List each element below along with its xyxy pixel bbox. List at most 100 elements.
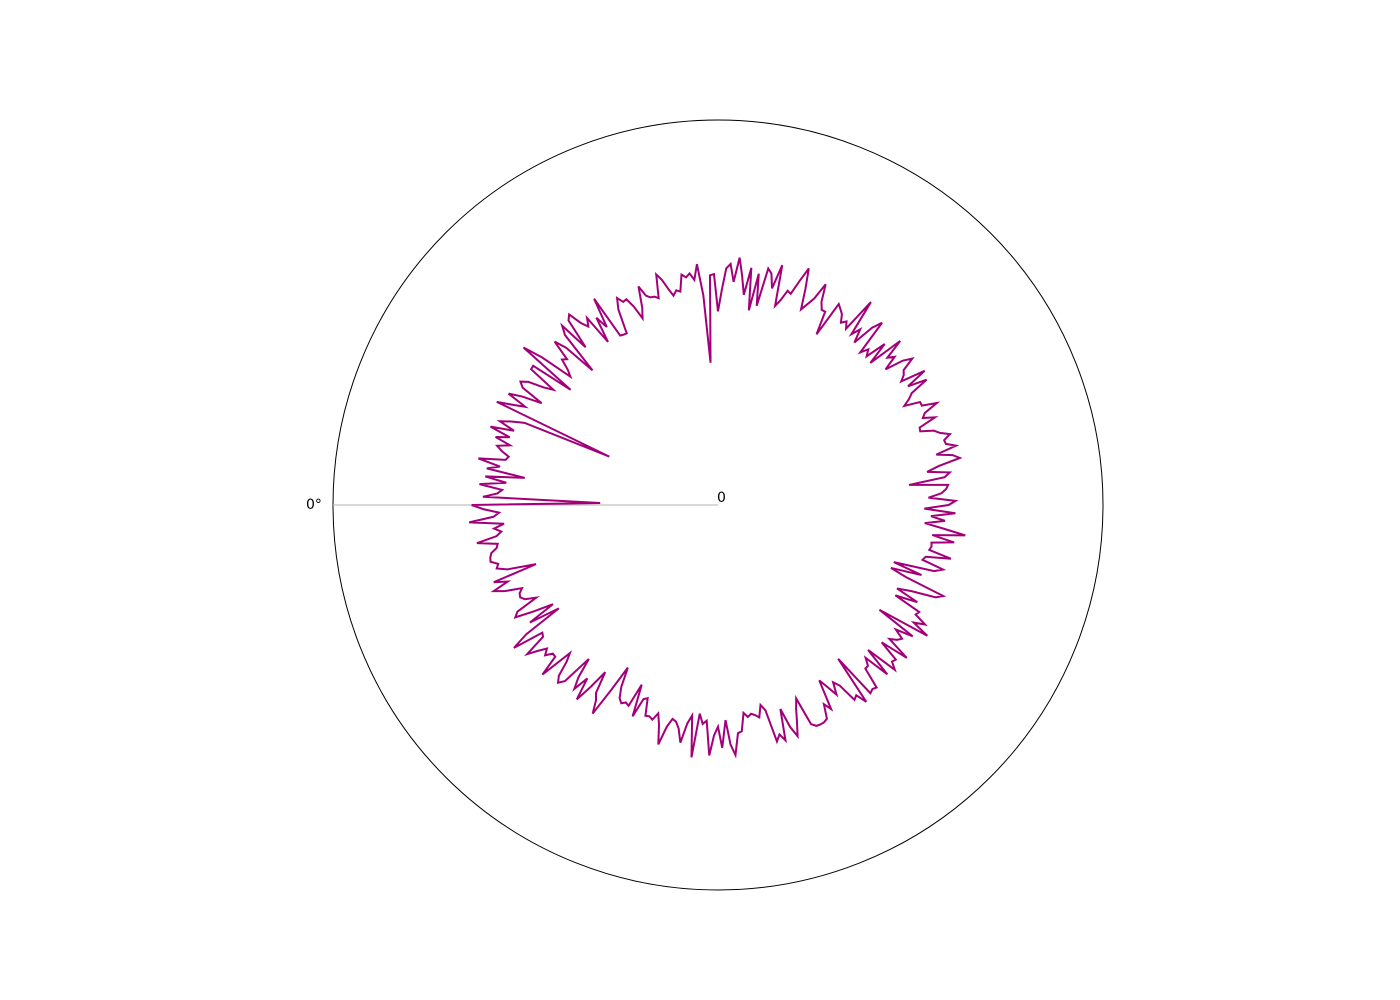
data-point [558,682,559,683]
data-point [626,333,627,334]
data-point [495,437,496,438]
data-point [944,520,945,521]
data-point [912,358,913,359]
data-point [865,668,866,669]
data-point [493,582,494,583]
data-point [490,561,491,562]
data-point [469,522,470,523]
data-point [900,340,901,341]
data-point [870,302,871,303]
data-point [941,493,942,494]
data-point [570,389,571,390]
data-point [894,356,895,357]
data-point [623,334,624,335]
data-point [911,393,912,394]
data-point [785,740,786,741]
data-point [927,635,928,636]
data-point [821,301,822,302]
data-point [922,559,923,560]
data-point [558,675,559,676]
data-point [675,721,676,722]
data-point [562,325,563,326]
data-point [913,622,914,623]
data-point [545,655,546,656]
data-point [509,437,510,438]
data-point [895,659,896,660]
data-point [722,747,723,748]
data-point [479,484,480,485]
data-point [936,402,937,403]
data-point [841,314,842,315]
data-point [895,595,896,596]
data-point [823,722,824,723]
data-point [787,290,788,291]
data-point [797,736,798,737]
data-point [810,724,811,725]
data-point [816,725,817,726]
data-point [554,341,555,342]
data-point [642,307,643,308]
data-point [578,677,579,678]
data-point [747,716,748,717]
data-point [872,689,873,690]
data-point [625,702,626,703]
data-point [955,513,956,514]
data-point [851,334,852,335]
data-point [965,535,966,536]
data-point [944,477,945,478]
data-point [508,393,509,394]
data-point [820,724,821,725]
data-point [513,430,514,431]
data-point [931,516,932,517]
data-point [515,617,516,618]
data-point [524,422,525,423]
data-point [929,549,930,550]
data-point [743,294,744,295]
data-point [654,296,655,297]
data-point [924,370,925,371]
data-point [901,381,902,382]
data-point [846,328,847,329]
data-point [692,715,693,716]
data-point [906,657,907,658]
data-point [496,548,497,549]
data-point [959,457,960,458]
data-point [494,528,495,529]
data-point [542,674,543,675]
data-point [917,602,918,603]
data-point [865,657,866,658]
data-point [955,500,956,501]
data-point [924,508,925,509]
data-point [854,342,855,343]
data-point [496,401,497,402]
data-point [632,716,633,717]
data-point [949,472,950,473]
data-point [478,458,479,459]
data-point [652,719,653,720]
data-point [676,290,677,291]
data-point [507,581,508,582]
data-point [536,564,537,565]
data-point [609,456,610,457]
data-point [568,320,569,321]
data-point [626,299,627,300]
data-point [523,347,524,348]
data-point [491,553,492,554]
data-point [908,386,909,387]
data-point [520,381,521,382]
data-point [939,432,940,433]
data-point [605,672,606,673]
data-point [498,563,499,564]
data-point [658,298,659,299]
data-point [872,327,873,328]
data-point [737,733,738,734]
data-point [840,322,841,323]
data-point [497,543,498,544]
data-point [621,703,622,704]
data-point [668,288,669,289]
data-point [713,735,714,736]
data-point [879,609,880,610]
data-point [927,471,928,472]
data-point [825,311,826,312]
data-point [564,681,565,682]
